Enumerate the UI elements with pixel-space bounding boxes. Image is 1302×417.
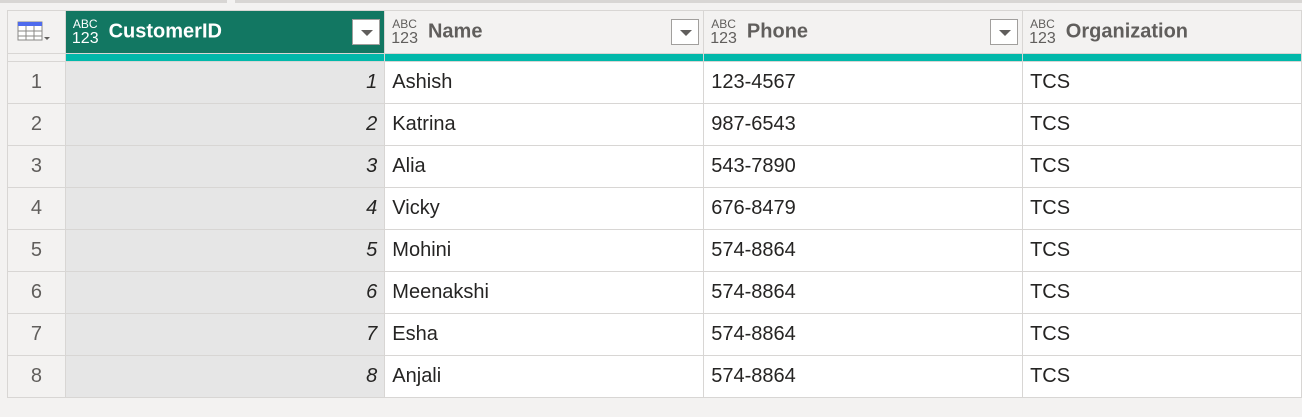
- cell-customerid[interactable]: 1: [64, 61, 386, 104]
- cell-organization[interactable]: TCS: [1022, 187, 1302, 230]
- table-row: 3 3 Alia 543-7890 TCS: [7, 145, 1302, 188]
- any-type-icon[interactable]: ABC 123: [1029, 17, 1056, 47]
- cell-customerid[interactable]: 5: [64, 229, 386, 272]
- cell-phone[interactable]: 574-8864: [703, 313, 1024, 356]
- table-row: 8 8 Anjali 574-8864 TCS: [7, 355, 1302, 398]
- cell-phone[interactable]: 676-8479: [703, 187, 1024, 230]
- column-header-organization[interactable]: ABC 123 Organization: [1022, 10, 1302, 54]
- column-header-name[interactable]: ABC 123 Name: [384, 10, 705, 54]
- cell-phone[interactable]: 987-6543: [703, 103, 1024, 146]
- cell-organization[interactable]: TCS: [1022, 145, 1302, 188]
- cell-organization[interactable]: TCS: [1022, 313, 1302, 356]
- row-number[interactable]: 1: [7, 61, 66, 104]
- cell-name[interactable]: Alia: [384, 145, 705, 188]
- row-number[interactable]: 4: [7, 187, 66, 230]
- cell-name[interactable]: Ashish: [384, 61, 705, 104]
- any-type-icon[interactable]: ABC 123: [391, 17, 418, 47]
- column-name: Organization: [1065, 20, 1189, 43]
- column-name: Name: [427, 20, 483, 43]
- column-quality-bar: [7, 53, 1302, 62]
- any-type-icon[interactable]: ABC 123: [71, 17, 99, 47]
- cell-organization[interactable]: TCS: [1022, 229, 1302, 272]
- cell-customerid[interactable]: 6: [64, 271, 386, 314]
- cell-customerid[interactable]: 4: [64, 187, 386, 230]
- cell-customerid[interactable]: 8: [64, 355, 386, 398]
- column-header-phone[interactable]: ABC 123 Phone: [703, 10, 1024, 54]
- table-row: 6 6 Meenakshi 574-8864 TCS: [7, 271, 1302, 314]
- cell-customerid[interactable]: 7: [64, 313, 386, 356]
- any-type-icon[interactable]: ABC 123: [710, 17, 737, 47]
- cell-name[interactable]: Mohini: [384, 229, 705, 272]
- filter-dropdown-button[interactable]: [671, 19, 700, 45]
- column-name: CustomerID: [108, 20, 222, 43]
- cell-phone[interactable]: 543-7890: [703, 145, 1024, 188]
- data-grid: ABC 123 CustomerID ABC 123 Name ABC 123 Phone …: [7, 10, 1302, 398]
- cell-organization[interactable]: TCS: [1022, 271, 1302, 314]
- table-row: 4 4 Vicky 676-8479 TCS: [7, 187, 1302, 230]
- table-icon: [17, 21, 50, 41]
- cell-phone[interactable]: 574-8864: [703, 229, 1024, 272]
- filter-dropdown-button[interactable]: [352, 19, 381, 45]
- cell-phone[interactable]: 574-8864: [703, 355, 1024, 398]
- cell-name[interactable]: Katrina: [384, 103, 705, 146]
- cell-organization[interactable]: TCS: [1022, 355, 1302, 398]
- table-row: 5 5 Mohini 574-8864 TCS: [7, 229, 1302, 272]
- row-number[interactable]: 5: [7, 229, 66, 272]
- cell-name[interactable]: Vicky: [384, 187, 705, 230]
- filter-dropdown-button[interactable]: [990, 19, 1019, 45]
- row-number[interactable]: 2: [7, 103, 66, 146]
- column-name: Phone: [746, 20, 809, 43]
- pane-divider: [0, 0, 227, 3]
- cell-customerid[interactable]: 3: [64, 145, 386, 188]
- row-number[interactable]: 8: [7, 355, 66, 398]
- table-row: 1 1 Ashish 123-4567 TCS: [7, 61, 1302, 104]
- cell-name[interactable]: Esha: [384, 313, 705, 356]
- cell-phone[interactable]: 574-8864: [703, 271, 1024, 314]
- cell-name[interactable]: Meenakshi: [384, 271, 705, 314]
- pane-divider: [235, 0, 1302, 3]
- cell-organization[interactable]: TCS: [1022, 61, 1302, 104]
- row-number[interactable]: 7: [7, 313, 66, 356]
- cell-name[interactable]: Anjali: [384, 355, 705, 398]
- table-menu-button[interactable]: [7, 10, 66, 54]
- cell-phone[interactable]: 123-4567: [703, 61, 1024, 104]
- column-header-customerid[interactable]: ABC 123 CustomerID: [64, 10, 386, 54]
- row-number[interactable]: 3: [7, 145, 66, 188]
- cell-organization[interactable]: TCS: [1022, 103, 1302, 146]
- row-number[interactable]: 6: [7, 271, 66, 314]
- table-row: 7 7 Esha 574-8864 TCS: [7, 313, 1302, 356]
- table-row: 2 2 Katrina 987-6543 TCS: [7, 103, 1302, 146]
- cell-customerid[interactable]: 2: [64, 103, 386, 146]
